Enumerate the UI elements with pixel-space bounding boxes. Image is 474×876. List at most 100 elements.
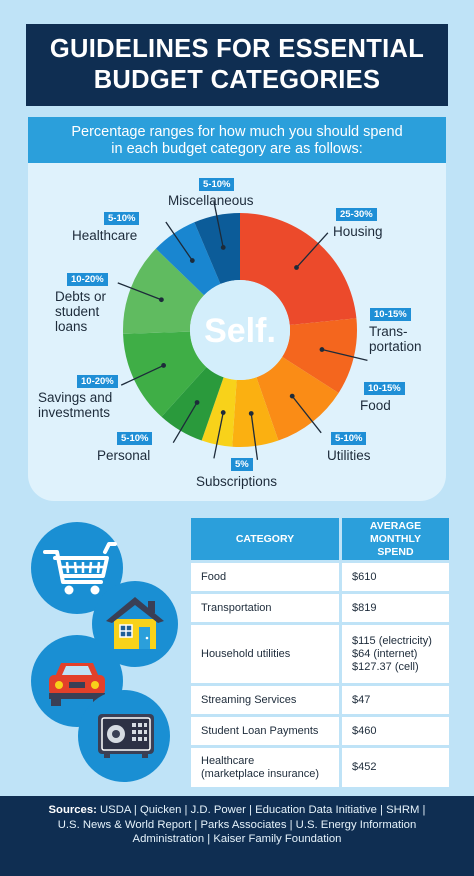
badge-transportation: 10-15% [370,308,411,321]
cell-spend: $47 [342,686,449,714]
slice-trans-portation [282,318,358,393]
title-line-2: BUDGET CATEGORIES [93,66,381,94]
spending-table: CATEGORY AVERAGE MONTHLY SPEND Food $610… [191,518,449,790]
slice-debts-or-student-loans [123,248,205,334]
label-subscriptions: Subscriptions [196,474,278,489]
table-header-row: CATEGORY AVERAGE MONTHLY SPEND [191,518,449,560]
leader-line [321,348,368,362]
table-row: Transportation $819 [191,594,449,622]
sources-line-2: U.S. News & World Report | Parks Associa… [57,818,417,831]
subtitle-line-2: in each budget category are as follows: [111,141,363,157]
cell-category: Transportation [191,594,339,622]
label-healthcare: Healthcare [72,228,138,243]
slice-subscriptions [201,377,237,447]
self-logo: Self. [204,312,276,350]
cell-category: Healthcare (marketplace insurance) [191,748,339,787]
label-savings: Savings and investments [38,390,112,420]
cell-category: Streaming Services [191,686,339,714]
title-banner: GUIDELINES FOR ESSENTIAL BUDGET CATEGORI… [26,24,448,106]
leader-line [296,232,329,268]
label-utilities: Utilities [327,448,371,463]
leader-dot [294,265,299,270]
slice-savings-and-investments [123,331,207,417]
label-transport-line-2: portation [369,339,422,354]
badge-personal: 5-10% [117,432,153,445]
label-debts: Debts or student loans [55,289,106,334]
safe-icon [78,690,170,782]
table-row: Household utilities $115 (electricity) $… [191,625,449,683]
label-debts-line-2: student [55,304,100,319]
sources-text-1: USDA | Quicken | J.D. Power | Education … [96,804,426,816]
leader-dot [161,363,166,368]
cell-spend: $610 [342,563,449,591]
chart-subtitle: Percentage ranges for how much you shoul… [28,117,446,163]
cell-spend: $460 [342,717,449,745]
cell-category-line-2: (marketplace insurance) [201,767,319,780]
label-debts-line-1: Debts or [55,289,107,304]
header-spend-line-1: AVERAGE [369,519,422,532]
leader-line [172,402,198,444]
label-personal: Personal [97,448,151,463]
badge-savings: 10-20% [77,375,118,388]
leader-line [213,412,224,459]
badge-healthcare: 5-10% [104,212,140,225]
sources-label: Sources: [48,804,97,816]
cell-spend: $452 [342,748,449,787]
leader-dot [220,245,226,250]
leader-dot [248,411,254,416]
badge-housing: 25-30% [336,208,377,221]
cell-spend: $115 (electricity) $64 (internet) $127.3… [342,625,449,683]
slice-food [256,356,339,441]
label-transportation: Trans- portation [369,324,422,354]
cell-category: Student Loan Payments [191,717,339,745]
label-transport-line-1: Trans- [369,324,408,339]
leader-dot [194,400,200,405]
badge-subscriptions: 5% [231,458,253,471]
sources-footer: Sources: USDA | Quicken | J.D. Power | E… [0,796,474,876]
leader-line [250,413,259,460]
sources-line-3: Administration | Kaiser Family Foundatio… [132,833,342,845]
cell-spend: $819 [342,594,449,622]
label-savings-line-1: Savings and [38,390,113,405]
label-debts-line-3: loans [55,319,88,334]
table-row: Student Loan Payments $460 [191,717,449,745]
table-row: Streaming Services $47 [191,686,449,714]
header-spend-line-2: MONTHLY SPEND [370,532,421,558]
title-line-1: GUIDELINES FOR ESSENTIAL [49,35,425,63]
badge-food: 10-15% [364,382,405,395]
label-housing: Housing [333,224,383,239]
leader-dot [319,347,325,352]
slice-healthcare [155,222,221,296]
leader-dot [289,393,295,399]
cell-category-line-1: Healthcare [201,754,255,767]
slice-miscellaneous [194,213,240,284]
slice-utilities [232,377,279,447]
badge-debts: 10-20% [67,273,108,286]
car-icon [31,635,123,727]
table-row: Healthcare (marketplace insurance) $452 [191,748,449,787]
leader-dot [220,410,226,415]
header-average-spend: AVERAGE MONTHLY SPEND [342,518,449,560]
sources-line-1: Sources: USDA | Quicken | J.D. Power | E… [0,803,474,818]
leader-line [291,395,322,434]
leader-line [120,364,164,386]
label-miscellaneous: Miscellaneous [168,193,254,208]
table-row: Food $610 [191,563,449,591]
donut-center [190,280,290,380]
leader-line [213,201,224,248]
cell-category: Household utilities [191,625,339,683]
cell-spend-line-3: $127.37 (cell) [352,660,419,673]
leader-dot [158,297,164,303]
header-category: CATEGORY [191,518,339,560]
cell-spend-line-2: $64 (internet) [352,647,418,660]
badge-miscellaneous: 5-10% [199,178,235,191]
leader-dot [189,258,195,263]
cell-spend-line-1: $115 (electricity) [352,634,432,647]
badge-utilities: 5-10% [331,432,367,445]
subtitle-line-1: Percentage ranges for how much you shoul… [71,124,403,140]
label-savings-line-2: investments [38,405,111,420]
slice-personal [161,367,224,441]
label-food: Food [360,398,391,413]
cell-category: Food [191,563,339,591]
